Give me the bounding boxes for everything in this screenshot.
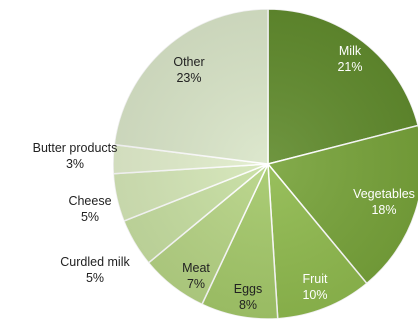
slice-value-label: 5% [86,271,104,285]
slice-value-label: 21% [337,60,362,74]
slice-name-label: Curdled milk [60,255,130,269]
slice-name-label: Butter products [33,141,118,155]
slice-value-label: 5% [81,210,99,224]
pie-labels: Milk 21% Vegetables 18% Fruit 10% Eggs 8% Meat 7%… [33,44,415,312]
slice-name-label: Milk [339,44,362,58]
slice-name-label: Vegetables [353,187,415,201]
pie-slices [112,8,418,320]
slice-value-label: 10% [302,288,327,302]
slice-value-label: 23% [176,71,201,85]
slice-name-label: Meat [182,261,210,275]
slice-name-label: Other [173,55,204,69]
slice-value-label: 18% [371,203,396,217]
pie-slice-other [113,8,269,165]
slice-name-label: Cheese [68,194,111,208]
slice-name-label: Fruit [303,272,329,286]
slice-value-label: 3% [66,157,84,171]
slice-value-label: 7% [187,277,205,291]
slice-name-label: Eggs [234,282,263,296]
slice-value-label: 8% [239,298,257,312]
